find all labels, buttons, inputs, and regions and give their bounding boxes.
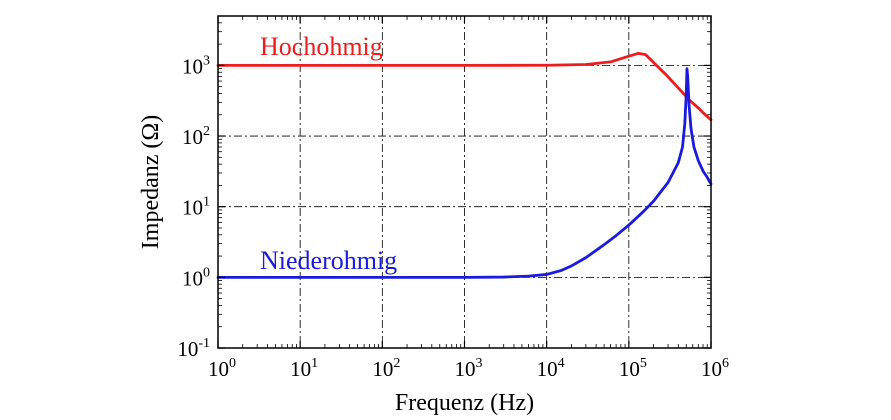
x-tick-label: 101 — [290, 356, 318, 381]
x-tick-label: 104 — [537, 356, 565, 381]
y-tick-label: 100 — [182, 265, 210, 290]
tick-marks — [217, 15, 712, 349]
x-tick-label: 103 — [455, 356, 483, 381]
x-tick-label: 105 — [619, 356, 647, 381]
series-line-hochohmig — [216, 51, 713, 122]
series-line-niederohmig — [216, 67, 713, 279]
y-tick-label: 103 — [182, 53, 210, 78]
series-label-hochohmig: Hochohmig — [260, 32, 383, 61]
y-tick-labels: 10-1 100 101 102 103 — [177, 53, 210, 361]
y-tick-label: 102 — [182, 124, 210, 149]
y-tick-label: 101 — [182, 195, 210, 220]
series-layer — [216, 51, 713, 279]
x-tick-label: 100 — [208, 356, 236, 381]
x-tick-label: 106 — [701, 356, 729, 381]
x-axis-title: Frequenz (Hz) — [395, 390, 534, 416]
series-label-niederohmig: Niederohmig — [260, 246, 397, 275]
y-tick-label: 10-1 — [177, 336, 210, 361]
y-axis-title: Impedanz (Ω) — [138, 115, 164, 249]
x-tick-label: 102 — [372, 356, 400, 381]
x-tick-labels: 100 101 102 103 104 105 106 — [208, 356, 729, 381]
